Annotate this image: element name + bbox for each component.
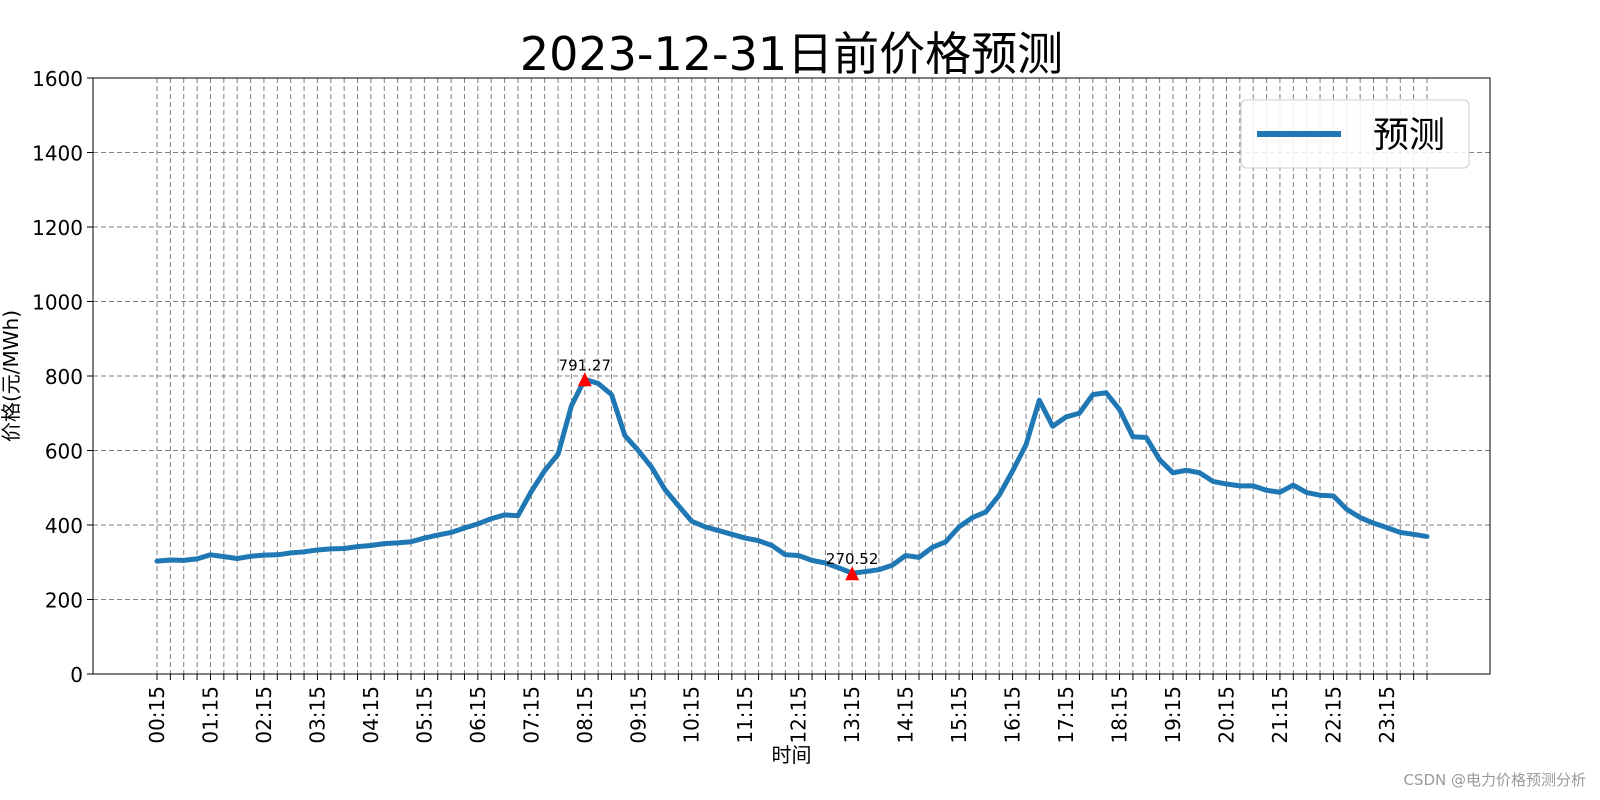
x-tick-label: 16:15 [1001,686,1025,744]
x-tick-label: 07:15 [519,686,543,744]
x-tick-label: 19:15 [1161,686,1185,744]
y-tick-label: 200 [45,589,83,613]
x-tick-label: 18:15 [1108,686,1132,744]
x-tick-label: 22:15 [1321,686,1345,744]
x-tick-label: 04:15 [359,686,383,744]
series-layer [154,376,1430,576]
legend: 预测 [1240,99,1470,169]
annotations-layer: 791.27 270.52 [559,356,879,581]
x-tick-label: 15:15 [947,686,971,744]
y-tick-label: 0 [70,663,83,687]
x-tick-label: 23:15 [1375,686,1399,744]
x-tick-label: 13:15 [840,686,864,744]
x-tick-label: 11:15 [733,686,757,744]
legend-box [1240,99,1470,169]
y-tick-label: 600 [45,440,83,464]
x-tick-label: 02:15 [252,686,276,744]
y-tick-label: 800 [45,365,83,389]
y-axis: 0 200 400 600 800 1000 1200 1400 1600 [32,67,93,687]
x-tick-label: 12:15 [787,686,811,744]
x-tick-label: 05:15 [412,686,436,744]
y-tick-label: 1600 [32,67,83,91]
x-tick-label: 14:15 [894,686,918,744]
legend-label: 预测 [1373,115,1445,156]
x-tick-label: 01:15 [198,686,222,744]
y-tick-label: 1400 [32,142,83,166]
y-tick-label: 400 [45,514,83,538]
annotation-marker [845,566,860,581]
x-tick-label: 10:15 [680,686,704,744]
plot-frame [92,77,1491,675]
watermark: CSDN @电力价格预测分析 [1403,771,1586,789]
x-tick-label: 06:15 [466,686,490,744]
series-line [154,376,1430,576]
x-axis: 00:15 01:15 02:15 03:15 04:15 05:15 06:15 07:15… [145,674,1428,744]
grid-lines [93,78,1490,674]
y-axis-label: 价格(元/MWh) [0,310,23,442]
y-tick-label: 1000 [32,291,83,315]
x-tick-label: 21:15 [1268,686,1292,744]
x-tick-label: 08:15 [573,686,597,744]
x-tick-label: 00:15 [145,686,169,744]
annotation-label: 270.52 [826,550,879,568]
x-axis-label: 时间 [772,743,812,767]
x-tick-label: 20:15 [1214,686,1238,744]
chart-title: 2023-12-31日前价格预测 [520,27,1063,81]
annotation-marker [577,372,592,387]
annotation-label: 791.27 [559,356,612,374]
x-tick-label: 17:15 [1054,686,1078,744]
x-tick-label: 09:15 [626,686,650,744]
y-tick-label: 1200 [32,216,83,240]
x-tick-label: 03:15 [305,686,329,744]
